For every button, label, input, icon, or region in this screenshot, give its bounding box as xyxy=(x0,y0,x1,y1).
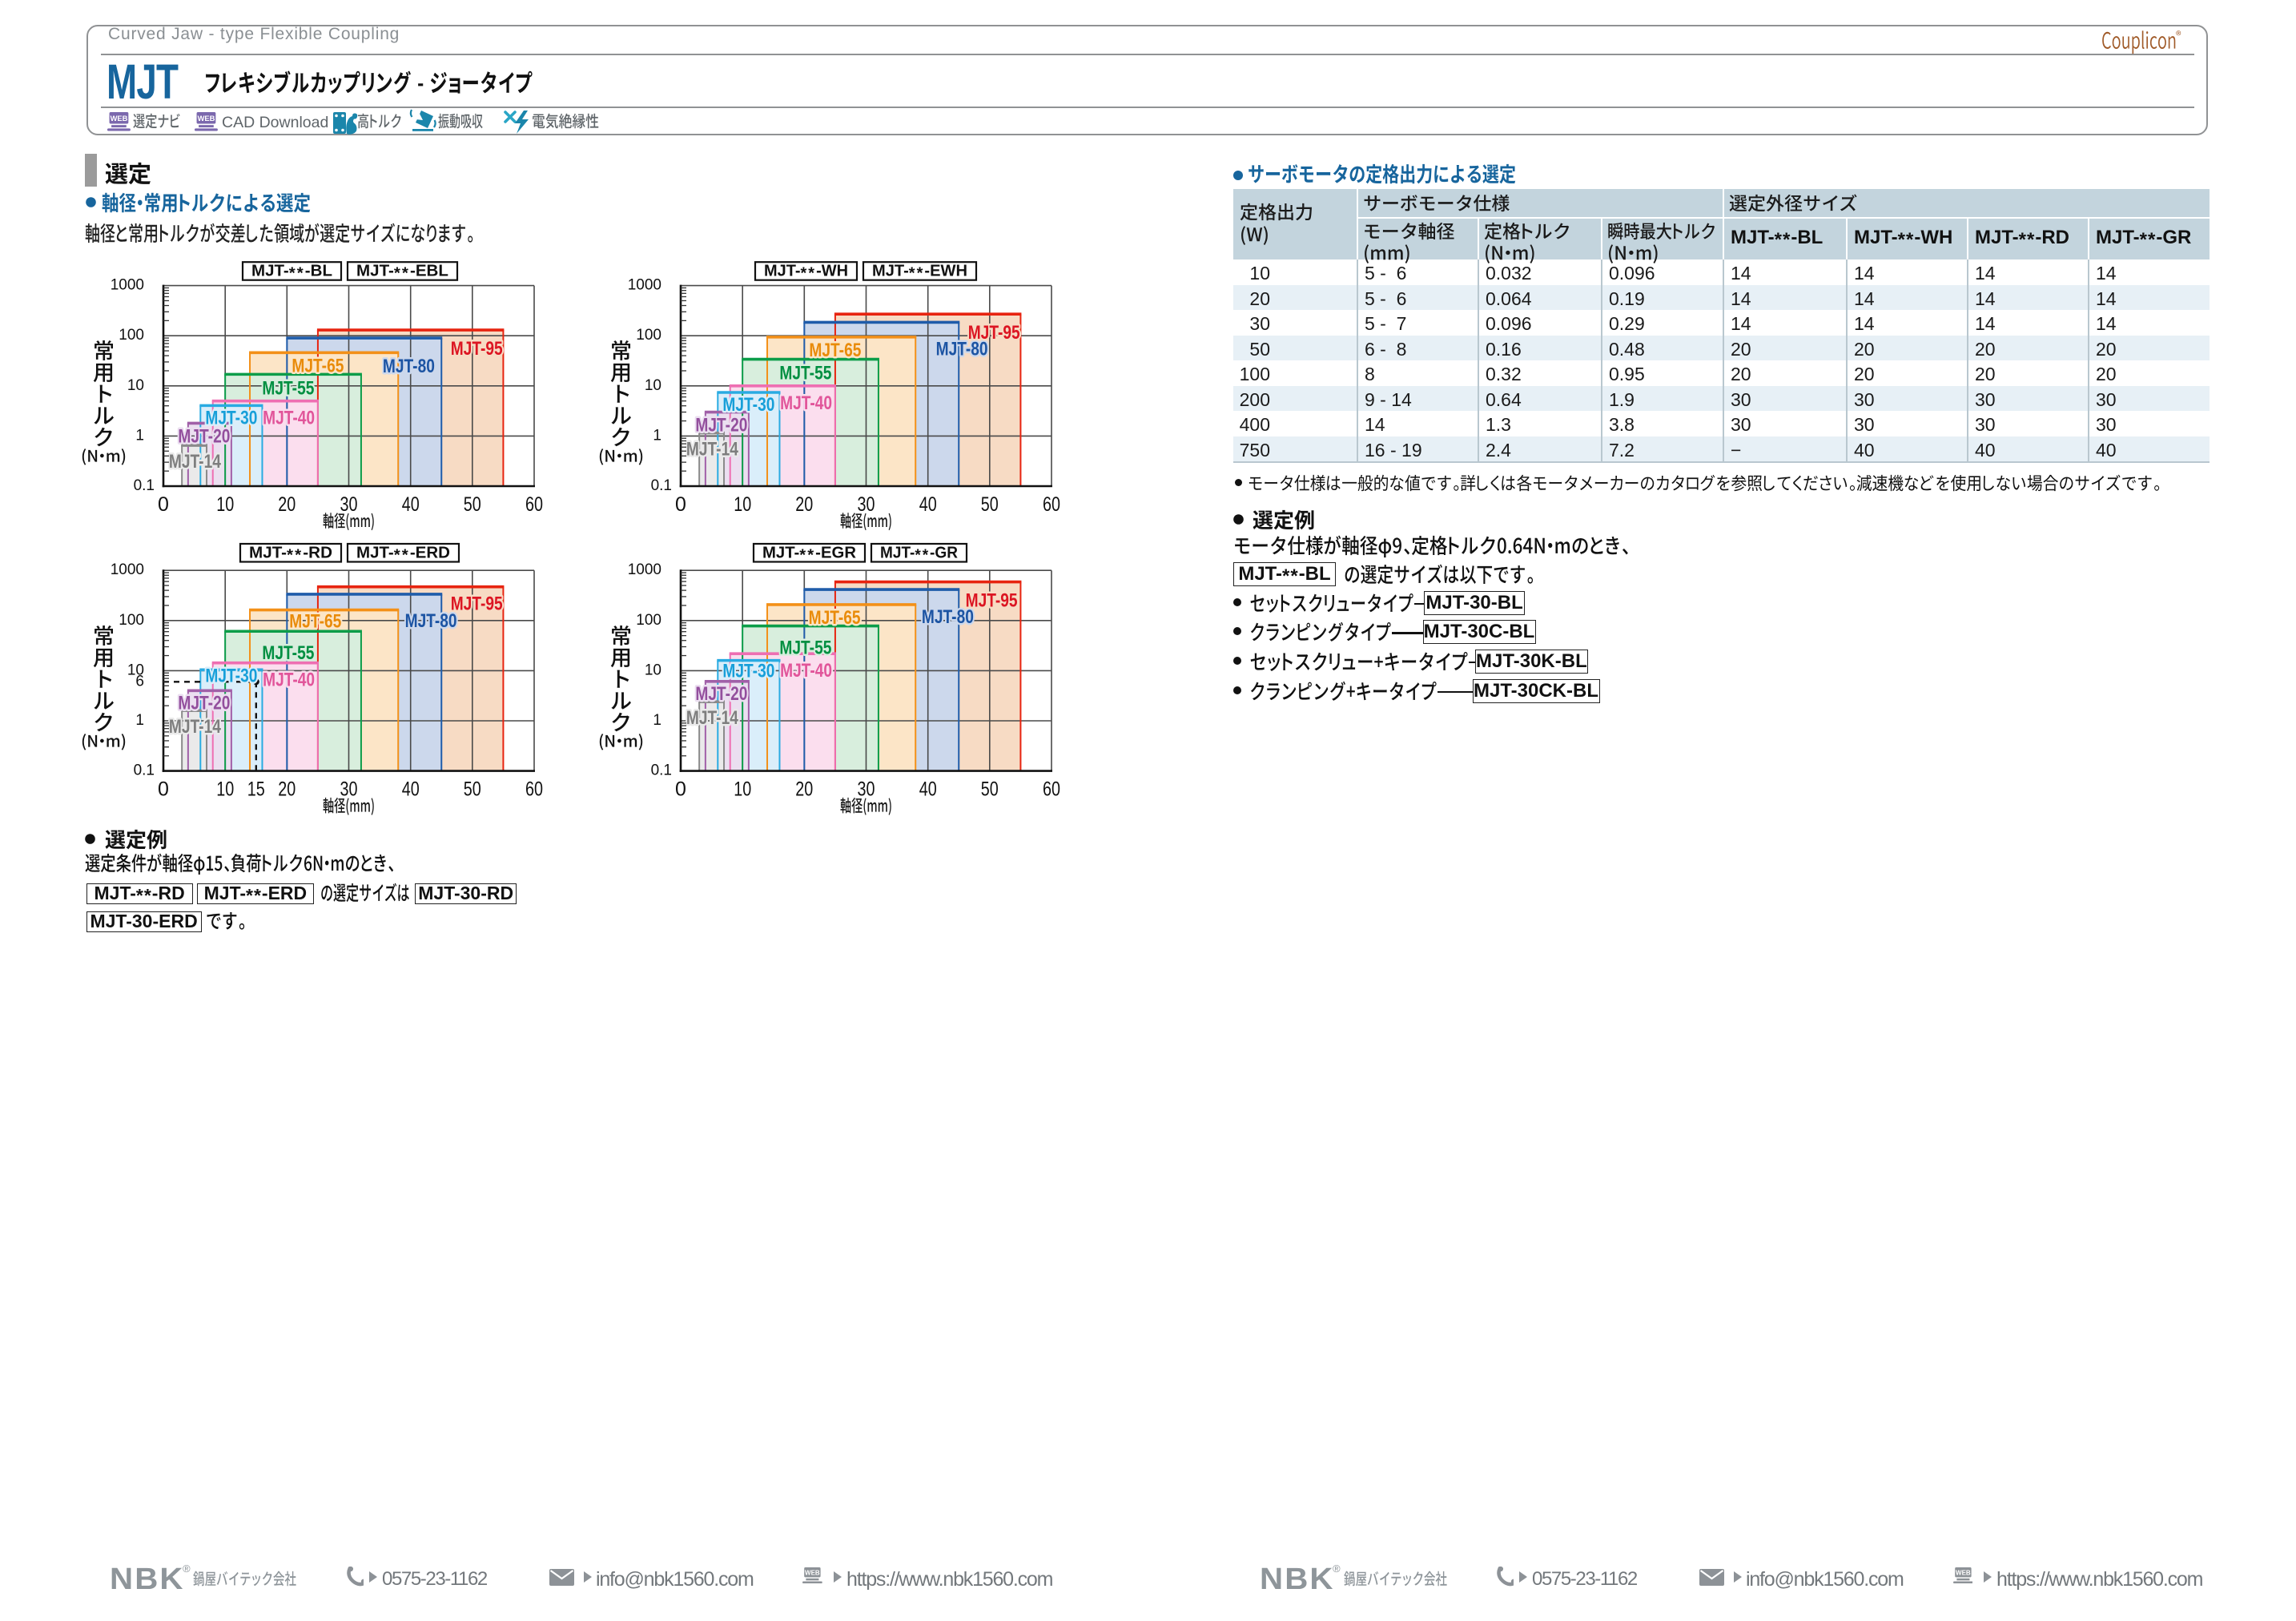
svg-text:60: 60 xyxy=(525,493,543,516)
svg-text:MJT-20: MJT-20 xyxy=(695,683,747,705)
svg-text:1: 1 xyxy=(653,427,661,444)
svg-text:1000: 1000 xyxy=(628,561,661,578)
svg-text:MJT-30: MJT-30 xyxy=(205,665,257,686)
svg-text:MJT-20: MJT-20 xyxy=(695,415,747,436)
svg-text:50: 50 xyxy=(464,493,481,516)
svg-text:MJT-95: MJT-95 xyxy=(451,593,503,615)
svg-text:20: 20 xyxy=(278,778,296,801)
svg-text:WEB: WEB xyxy=(1956,1569,1971,1576)
svg-text:20: 20 xyxy=(278,493,296,516)
svg-text:MJT-**-EGR: MJT-**-EGR xyxy=(762,545,857,565)
svg-text:100: 100 xyxy=(636,612,661,629)
svg-text:MJT-80: MJT-80 xyxy=(405,610,457,632)
svg-text:WEB: WEB xyxy=(198,115,215,123)
svg-text:50: 50 xyxy=(464,778,481,801)
svg-text:10: 10 xyxy=(127,662,144,678)
svg-text:30: 30 xyxy=(858,493,875,516)
svg-text:30: 30 xyxy=(340,778,358,801)
svg-text:20: 20 xyxy=(795,493,813,516)
svg-text:0.1: 0.1 xyxy=(651,477,672,494)
svg-text:30: 30 xyxy=(340,493,358,516)
svg-text:WEB: WEB xyxy=(111,115,128,123)
svg-text:10: 10 xyxy=(216,778,234,801)
svg-text:MJT-95: MJT-95 xyxy=(966,590,1018,612)
svg-text:1000: 1000 xyxy=(111,277,144,294)
svg-text:MJT-40: MJT-40 xyxy=(780,660,832,682)
svg-text:MJT-14: MJT-14 xyxy=(686,707,738,729)
svg-text:40: 40 xyxy=(919,493,937,516)
svg-text:15: 15 xyxy=(247,778,265,801)
svg-text:MJT-65: MJT-65 xyxy=(809,340,861,361)
svg-text:60: 60 xyxy=(525,778,543,801)
svg-text:MJT-20: MJT-20 xyxy=(178,425,230,447)
svg-text:MJT-30: MJT-30 xyxy=(722,394,774,416)
svg-text:MJT-30: MJT-30 xyxy=(205,407,257,428)
svg-text:WEB: WEB xyxy=(805,1569,820,1576)
svg-text:MJT-**-BL: MJT-**-BL xyxy=(251,263,332,283)
svg-text:MJT-95: MJT-95 xyxy=(968,322,1020,344)
svg-text:MJT-40: MJT-40 xyxy=(263,670,315,691)
svg-text:100: 100 xyxy=(119,612,144,629)
svg-text:0.1: 0.1 xyxy=(651,762,672,779)
svg-text:6: 6 xyxy=(135,673,144,690)
svg-text:1: 1 xyxy=(135,427,144,444)
svg-text:40: 40 xyxy=(402,493,420,516)
svg-text:10: 10 xyxy=(734,778,751,801)
svg-text:60: 60 xyxy=(1043,493,1060,516)
svg-text:40: 40 xyxy=(919,778,937,801)
svg-text:50: 50 xyxy=(981,778,999,801)
svg-text:MJT-14: MJT-14 xyxy=(686,439,738,461)
svg-text:MJT-30: MJT-30 xyxy=(722,661,774,682)
svg-text:MJT-55: MJT-55 xyxy=(779,638,831,659)
svg-text:MJT-14: MJT-14 xyxy=(169,716,221,738)
svg-text:MJT-80: MJT-80 xyxy=(922,606,974,628)
svg-text:0.1: 0.1 xyxy=(134,477,155,494)
svg-text:MJT-**-WH: MJT-**-WH xyxy=(764,263,848,283)
svg-text:100: 100 xyxy=(119,327,144,344)
svg-text:50: 50 xyxy=(981,493,999,516)
svg-text:MJT-55: MJT-55 xyxy=(779,363,831,384)
svg-text:30: 30 xyxy=(858,778,875,801)
svg-text:100: 100 xyxy=(636,327,661,344)
svg-text:40: 40 xyxy=(402,778,420,801)
svg-text:10: 10 xyxy=(216,493,234,516)
svg-text:0: 0 xyxy=(158,778,169,801)
svg-text:60: 60 xyxy=(1043,778,1060,801)
svg-text:0: 0 xyxy=(675,778,686,801)
svg-text:0.1: 0.1 xyxy=(134,762,155,779)
svg-text:MJT-65: MJT-65 xyxy=(292,355,344,376)
svg-text:1: 1 xyxy=(135,712,144,729)
svg-text:MJT-80: MJT-80 xyxy=(936,339,988,360)
svg-text:MJT-**-GR: MJT-**-GR xyxy=(880,545,959,565)
svg-text:10: 10 xyxy=(645,662,661,678)
svg-text:1000: 1000 xyxy=(111,561,144,578)
svg-text:MJT-40: MJT-40 xyxy=(263,408,315,429)
svg-text:20: 20 xyxy=(795,778,813,801)
svg-text:MJT-20: MJT-20 xyxy=(178,692,230,714)
svg-text:MJT-65: MJT-65 xyxy=(809,607,861,629)
svg-text:MJT-14: MJT-14 xyxy=(169,451,221,473)
svg-text:MJT-65: MJT-65 xyxy=(289,611,341,633)
svg-text:MJT-55: MJT-55 xyxy=(262,377,314,399)
svg-text:MJT-55: MJT-55 xyxy=(262,642,314,664)
svg-text:MJT-95: MJT-95 xyxy=(451,338,503,360)
svg-text:MJT-**-ERD: MJT-**-ERD xyxy=(356,545,450,565)
svg-text:1000: 1000 xyxy=(628,277,661,294)
svg-text:0: 0 xyxy=(675,493,686,516)
svg-text:0: 0 xyxy=(158,493,169,516)
svg-text:10: 10 xyxy=(127,377,144,394)
svg-text:10: 10 xyxy=(645,377,661,394)
svg-text:MJT-80: MJT-80 xyxy=(383,356,435,377)
svg-text:MJT-**-EBL: MJT-**-EBL xyxy=(356,263,448,283)
svg-text:1: 1 xyxy=(653,712,661,729)
svg-text:MJT-40: MJT-40 xyxy=(780,392,832,414)
svg-text:10: 10 xyxy=(734,493,751,516)
svg-text:MJT-**-EWH: MJT-**-EWH xyxy=(872,263,967,283)
svg-text:MJT-**-RD: MJT-**-RD xyxy=(249,545,332,565)
